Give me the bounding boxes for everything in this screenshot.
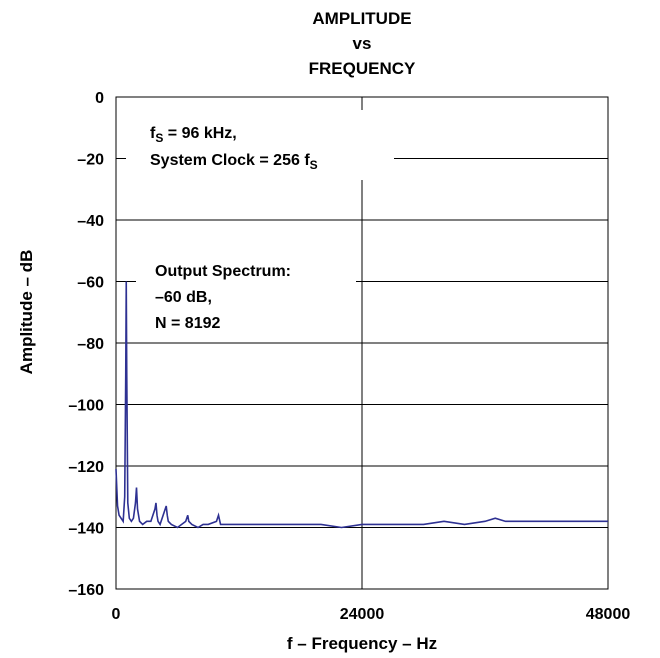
- x-tick-label: 0: [112, 606, 121, 623]
- y-tick-label: –20: [77, 152, 104, 169]
- conditions-line-1: fS = 96 kHz,: [150, 125, 237, 145]
- y-tick-label: –60: [77, 275, 104, 292]
- y-tick-label: –140: [68, 521, 104, 538]
- chart-title-line-2: vs: [353, 34, 372, 53]
- chart-title-line-1: AMPLITUDE: [312, 9, 411, 28]
- conditions-annotation-bg: [126, 110, 394, 180]
- y-tick-label: –40: [77, 213, 104, 230]
- x-axis-label: f – Frequency – Hz: [287, 634, 437, 653]
- y-tick-label: –120: [68, 459, 104, 476]
- conditions-annotation: fS = 96 kHz, System Clock = 256 fS: [126, 110, 394, 180]
- spectrum-line-2: –60 dB,: [155, 289, 212, 306]
- x-tick-label: 48000: [586, 606, 631, 623]
- spectrum-line-3: N = 8192: [155, 315, 220, 332]
- spectrum-annotation-bg: [136, 254, 356, 340]
- series-line: [115, 281, 608, 529]
- y-tick-labels: 0 –20 –40 –60 –80 –100 –120 –140 –160: [68, 90, 104, 599]
- x-tick-label: 24000: [340, 606, 385, 623]
- conditions-line-2: System Clock = 256 fS: [150, 152, 318, 172]
- chart-title-line-3: FREQUENCY: [309, 59, 416, 78]
- y-tick-label: 0: [95, 90, 104, 107]
- x-tick-labels: 0 24000 48000: [112, 606, 631, 623]
- y-tick-label: –160: [68, 582, 104, 599]
- spectrum-annotation: Output Spectrum: –60 dB, N = 8192: [136, 254, 356, 340]
- y-tick-label: –100: [68, 398, 104, 415]
- y-tick-label: –80: [77, 336, 104, 353]
- spectrum-line-1: Output Spectrum:: [155, 263, 291, 280]
- y-axis-label: Amplitude – dB: [17, 250, 36, 375]
